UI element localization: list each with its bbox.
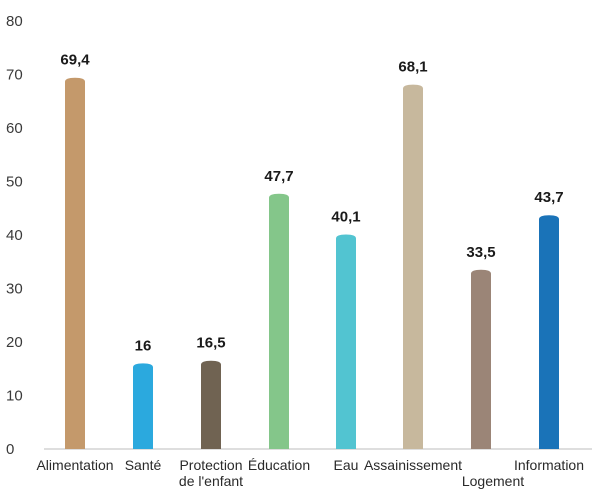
y-axis: 0 10 20 30 40 50 60 70 80 (6, 13, 23, 458)
category-label: Santé (125, 457, 162, 473)
category-label: de l'enfant (179, 473, 243, 489)
y-tick-label: 30 (6, 281, 23, 298)
bar (269, 193, 289, 449)
bar (65, 77, 85, 450)
value-label: 33,5 (466, 244, 495, 261)
category-label: Alimentation (36, 457, 113, 473)
y-tick-label: 60 (6, 120, 23, 137)
bars (65, 77, 559, 450)
category-label: Assainissement (364, 457, 462, 473)
value-labels: 69,4 16 16,5 47,7 40,1 68,1 33,5 43,7 (60, 52, 563, 355)
value-label: 16,5 (196, 335, 225, 352)
category-label: Protection (179, 457, 242, 473)
category-label: Information (514, 457, 584, 473)
y-tick-label: 0 (6, 441, 14, 458)
y-tick-label: 40 (6, 227, 23, 244)
value-label: 40,1 (331, 208, 360, 225)
value-label: 47,7 (264, 168, 293, 185)
y-tick-label: 70 (6, 67, 23, 84)
bar (471, 269, 491, 449)
category-label: Eau (334, 457, 359, 473)
value-label: 69,4 (60, 52, 90, 69)
y-tick-label: 80 (6, 13, 23, 30)
bar (133, 363, 153, 449)
value-label: 43,7 (534, 189, 563, 206)
value-label: 16 (135, 337, 152, 354)
category-label: Éducation (248, 457, 310, 473)
bar (201, 360, 221, 449)
bar (403, 84, 423, 449)
value-label: 68,1 (398, 59, 427, 76)
bar (336, 234, 356, 449)
category-label: Logement (462, 473, 524, 489)
y-tick-label: 10 (6, 388, 23, 405)
y-tick-label: 20 (6, 334, 23, 351)
y-tick-label: 50 (6, 174, 23, 191)
bar (539, 215, 559, 449)
